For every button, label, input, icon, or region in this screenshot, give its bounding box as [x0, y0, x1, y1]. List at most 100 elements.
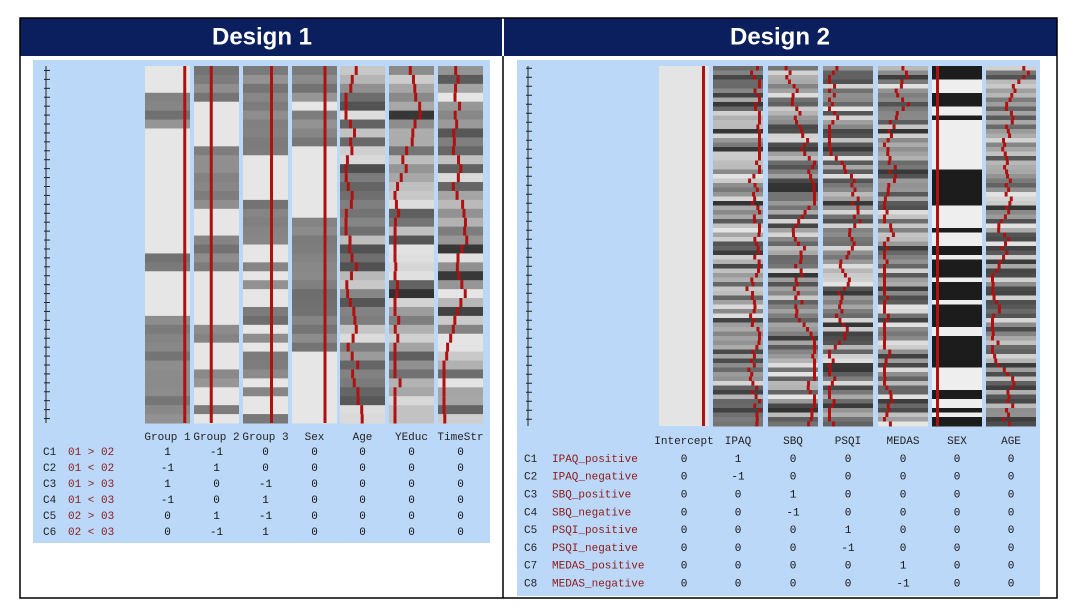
matrix-cell: [713, 142, 763, 148]
matrix-cell: [823, 183, 873, 188]
matrix-weight: [785, 75, 789, 80]
matrix-weight: [994, 358, 998, 364]
matrix-weight: [803, 142, 807, 148]
matrix-cell: [713, 403, 763, 409]
matrix-weight: [393, 324, 397, 335]
matrix-cell: [768, 75, 818, 80]
contrast-name: IPAQ_negative: [552, 472, 638, 484]
matrix-cell: [340, 208, 385, 219]
matrix-cell: [145, 92, 190, 103]
matrix-cell: [389, 92, 434, 103]
matrix-weight: [809, 417, 813, 422]
matrix-cell: [768, 322, 818, 328]
matrix-weight: [858, 219, 862, 224]
contrast-weight: -1: [786, 507, 800, 519]
matrix-weight: [807, 205, 811, 211]
contrast-weight: 0: [311, 495, 318, 507]
matrix-cell: [986, 102, 1036, 107]
matrix-weight: [828, 97, 831, 103]
matrix-cell: [823, 201, 873, 206]
matrix-cell: [713, 111, 763, 116]
matrix-cell: [878, 273, 928, 278]
matrix-cell: [340, 262, 385, 272]
matrix-cell: [145, 208, 190, 219]
matrix-cell: [243, 333, 288, 344]
matrix-cell: [145, 262, 190, 272]
matrix-cell: [932, 358, 982, 364]
matrix-cell: [986, 169, 1036, 175]
matrix-weight: [992, 313, 996, 319]
matrix-weight: [413, 119, 417, 129]
matrix-weight: [758, 142, 761, 148]
matrix-weight: [828, 142, 831, 148]
matrix-cell: [243, 253, 288, 263]
contrast-weight: 0: [311, 511, 318, 523]
matrix-weight: [1003, 151, 1007, 157]
matrix-weight: [398, 378, 402, 388]
matrix-cell: [823, 151, 873, 157]
matrix-weight: [1011, 115, 1015, 121]
matrix-cell: [243, 342, 288, 353]
matrix-weight: [991, 277, 994, 283]
matrix-cell: [932, 340, 982, 346]
matrix-column: [823, 66, 873, 427]
matrix-cell: [768, 219, 818, 224]
matrix-cell: [145, 66, 190, 76]
matrix-cell: [823, 124, 873, 130]
matrix-weight: [807, 169, 811, 175]
matrix-cell: [768, 237, 818, 242]
matrix-cell: [932, 385, 982, 391]
matrix-cell: [243, 137, 288, 147]
matrix-cell: [194, 306, 239, 317]
matrix-cell: [194, 280, 239, 290]
matrix-cell: [292, 182, 337, 192]
matrix-cell: [145, 414, 190, 424]
matrix-cell: [194, 182, 239, 192]
matrix-weight: [991, 322, 994, 328]
matrix-cell: [389, 271, 434, 281]
contrast-name: 01 < 02: [68, 463, 114, 475]
column-label: Group 1: [144, 432, 191, 444]
matrix-cell: [823, 102, 873, 107]
matrix-weight: [757, 259, 761, 265]
matrix-cell: [878, 228, 928, 233]
matrix-cell: [986, 165, 1036, 170]
matrix-cell: [292, 324, 337, 335]
matrix-weight: [834, 156, 838, 161]
matrix-cell: [878, 192, 928, 197]
matrix-weight: [1006, 390, 1010, 395]
matrix-cell: [932, 120, 982, 125]
matrix-cell: [194, 226, 239, 237]
matrix-weight: [833, 84, 837, 89]
matrix-cell: [243, 405, 288, 415]
matrix-cell: [986, 75, 1036, 80]
matrix-cell: [340, 83, 385, 94]
matrix-cell: [932, 210, 982, 215]
matrix-weight: [755, 412, 759, 418]
matrix-weight: [883, 345, 886, 350]
matrix-weight: [793, 115, 797, 121]
matrix-cell: [438, 396, 483, 406]
matrix-cell: [823, 412, 873, 418]
matrix-cell: [823, 363, 873, 368]
matrix-cell: [878, 124, 928, 130]
matrix-column: [243, 66, 288, 424]
matrix-weight: [813, 196, 816, 202]
matrix-cell: [878, 300, 928, 305]
matrix-cell: [986, 237, 1036, 242]
matrix-cell: [713, 147, 763, 152]
matrix-cell: [986, 354, 1036, 359]
matrix-cell: [292, 315, 337, 326]
contrast-weight: -1: [731, 472, 745, 484]
contrast-name: PSQI_positive: [552, 525, 638, 537]
matrix-cell: [932, 183, 982, 188]
matrix-cell: [986, 394, 1036, 400]
matrix-cell: [986, 300, 1036, 305]
matrix-column: [340, 66, 385, 424]
matrix-weight: [702, 66, 705, 426]
matrix-weight: [806, 138, 810, 143]
column-label: Group 2: [193, 432, 239, 444]
contrast-weight: 0: [1008, 525, 1015, 537]
matrix-weight: [752, 309, 756, 314]
